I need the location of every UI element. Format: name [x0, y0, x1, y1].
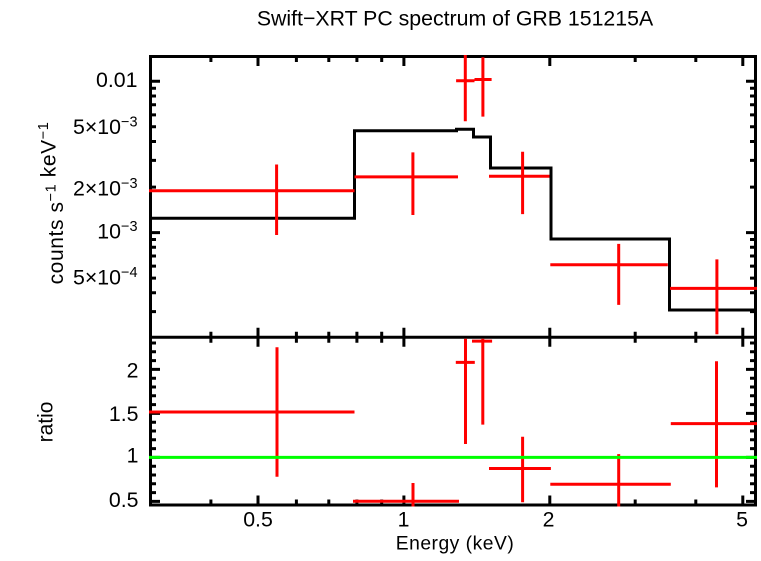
- svg-text:Energy (keV): Energy (keV): [396, 534, 515, 555]
- svg-text:2: 2: [127, 359, 139, 383]
- svg-text:0.01: 0.01: [96, 68, 137, 92]
- svg-text:1: 1: [398, 508, 410, 532]
- svg-text:1: 1: [127, 444, 139, 468]
- svg-text:1.5: 1.5: [109, 402, 139, 426]
- svg-text:0.5: 0.5: [243, 508, 273, 532]
- svg-text:2: 2: [543, 508, 555, 532]
- svg-text:5: 5: [736, 508, 748, 532]
- svg-text:0.5: 0.5: [109, 488, 139, 512]
- svg-text:Swift−XRT PC spectrum of GRB 1: Swift−XRT PC spectrum of GRB 151215A: [257, 6, 654, 30]
- svg-text:10−3: 10−3: [97, 219, 137, 244]
- svg-text:ratio: ratio: [35, 402, 58, 443]
